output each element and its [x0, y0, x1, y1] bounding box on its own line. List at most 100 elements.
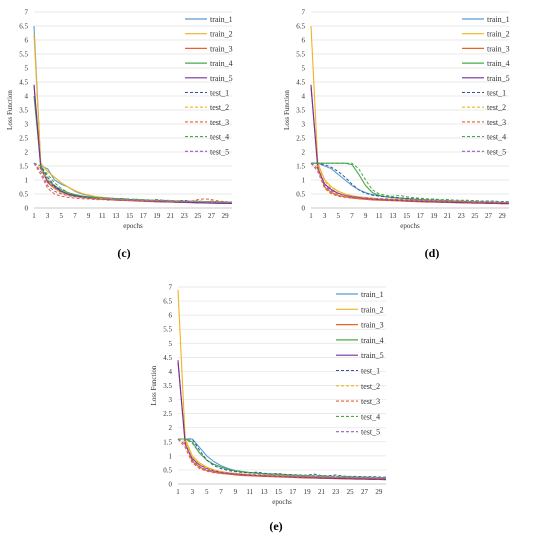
series-line-test-5 — [177, 438, 387, 479]
y-tick-label: 5.5 — [19, 51, 28, 59]
x-tick-label: 15 — [275, 488, 283, 496]
series-line-train-1 — [178, 438, 387, 480]
y-tick-label: 4.5 — [163, 354, 172, 362]
series-line-test-3 — [177, 438, 386, 480]
x-tick-label: 29 — [499, 212, 507, 220]
y-tick-label: 3.5 — [296, 107, 305, 115]
series-line-test-4 — [178, 438, 386, 478]
y-tick-label: 5.5 — [296, 51, 305, 59]
series-line-train-2 — [177, 289, 387, 481]
y-tick-label: 4 — [302, 93, 306, 101]
x-tick-label: 19 — [304, 488, 312, 496]
series-line-test-3 — [310, 162, 510, 204]
series-line-train-5 — [310, 84, 509, 205]
series-line-train-4 — [178, 438, 387, 480]
x-tick-label: 27 — [361, 488, 369, 496]
x-tick-label: 5 — [205, 488, 209, 496]
x-tick-label: 17 — [289, 488, 297, 496]
x-tick-label: 13 — [261, 488, 269, 496]
x-tick-label: 15 — [403, 212, 411, 220]
series-line-test-4 — [311, 162, 510, 203]
legend-label: test_1 — [487, 89, 506, 98]
x-tick-label: 19 — [430, 212, 438, 220]
x-tick-label: 11 — [246, 488, 253, 496]
y-tick-label: 6.5 — [296, 23, 305, 31]
x-tick-label: 17 — [140, 212, 148, 220]
x-tick-label: 3 — [46, 212, 50, 220]
legend-label: train_1 — [361, 290, 384, 299]
series-line-test-1 — [178, 438, 387, 478]
x-tick-label: 23 — [458, 212, 466, 220]
x-tick-label: 7 — [350, 212, 354, 220]
series-line-test-3 — [33, 162, 233, 203]
x-tick-label: 19 — [153, 212, 161, 220]
y-axis-label: Loss Function — [6, 90, 14, 130]
x-tick-label: 23 — [181, 212, 189, 220]
y-tick-label: 6.5 — [19, 23, 28, 31]
legend-label: train_2 — [487, 30, 510, 39]
y-tick-label: 7 — [302, 9, 306, 17]
legend-label: test_1 — [361, 367, 380, 376]
y-tick-label: 0 — [302, 205, 306, 213]
x-tick-label: 9 — [234, 488, 238, 496]
y-tick-label: 6 — [302, 37, 306, 45]
y-tick-label: 1.5 — [296, 163, 305, 171]
legend-label: train_1 — [210, 15, 233, 24]
y-tick-label: 1 — [169, 452, 173, 460]
y-tick-label: 5 — [25, 65, 29, 73]
series-line-train-4 — [33, 95, 233, 205]
x-tick-label: 11 — [376, 212, 383, 220]
y-tick-label: 0.5 — [163, 466, 172, 474]
y-tick-label: 1.5 — [19, 163, 28, 171]
figure-caption: (c) — [117, 246, 130, 260]
x-tick-label: 21 — [167, 212, 175, 220]
y-axis-label: Loss Function — [283, 90, 291, 130]
legend-label: test_2 — [361, 382, 380, 391]
y-tick-label: 2.5 — [163, 410, 172, 418]
legend-label: train_3 — [487, 44, 510, 53]
y-tick-label: 6 — [169, 312, 173, 320]
x-tick-label: 27 — [208, 212, 216, 220]
x-tick-label: 17 — [417, 212, 425, 220]
y-tick-label: 3 — [302, 121, 306, 129]
x-axis-label: epochs — [400, 222, 420, 230]
series-line-train-2 — [33, 34, 232, 205]
legend-label: train_5 — [210, 74, 233, 83]
y-tick-label: 7 — [25, 9, 29, 17]
x-tick-label: 15 — [126, 212, 134, 220]
y-tick-label: 2 — [169, 424, 173, 432]
y-tick-label: 4.5 — [19, 79, 28, 87]
x-tick-label: 3 — [191, 488, 195, 496]
x-tick-label: 1 — [309, 212, 313, 220]
legend-label: test_2 — [487, 103, 506, 112]
legend-label: train_5 — [487, 74, 510, 83]
y-tick-label: 6 — [25, 37, 29, 45]
y-tick-label: 5 — [302, 65, 306, 73]
figure-caption: (e) — [269, 519, 282, 533]
figure-caption: (d) — [425, 246, 440, 260]
chart-panel-c: 00.511.522.533.544.555.566.571 3 5 7 9 11 13 15… — [6, 9, 233, 261]
x-tick-label: 25 — [347, 488, 355, 496]
x-tick-label: 13 — [112, 212, 120, 220]
y-tick-label: 2 — [302, 149, 306, 157]
x-tick-label: 5 — [60, 212, 64, 220]
y-tick-label: 1 — [302, 177, 306, 185]
x-tick-label: 7 — [219, 488, 223, 496]
series-line-test-5 — [33, 162, 233, 204]
legend-label: train_1 — [487, 15, 510, 24]
series-line-test-2 — [33, 162, 232, 203]
x-tick-label: 27 — [485, 212, 493, 220]
y-tick-label: 4 — [169, 368, 173, 376]
legend-label: test_1 — [210, 89, 229, 98]
y-tick-label: 5 — [169, 340, 173, 348]
series-line-train-3 — [310, 87, 509, 205]
legend-label: train_5 — [361, 351, 384, 360]
legend-label: test_5 — [361, 428, 380, 437]
y-tick-label: 1 — [25, 177, 29, 185]
y-tick-label: 0.5 — [19, 191, 28, 199]
y-tick-label: 2.5 — [19, 135, 28, 143]
x-tick-label: 25 — [471, 212, 479, 220]
series-line-test-5 — [310, 162, 509, 203]
x-tick-label: 11 — [99, 212, 106, 220]
